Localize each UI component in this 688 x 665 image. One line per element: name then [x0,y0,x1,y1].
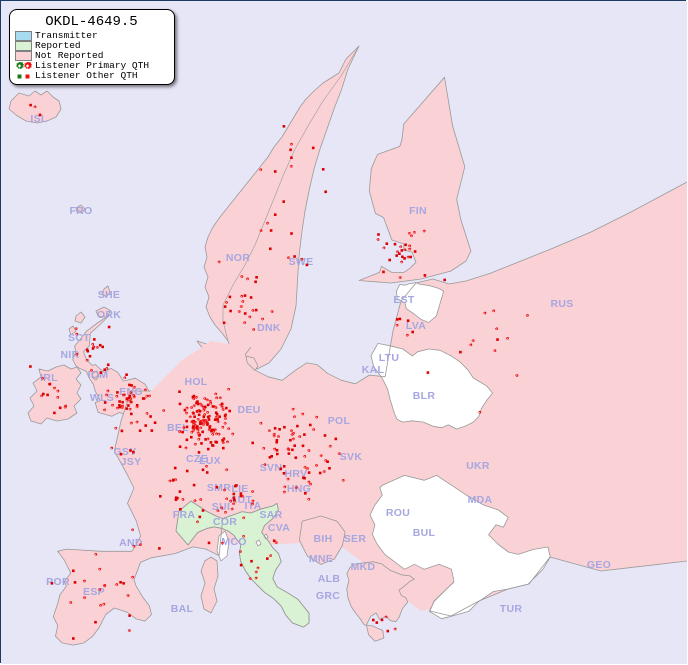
svg-text:SCT: SCT [68,332,90,344]
svg-text:LUX: LUX [199,455,221,467]
svg-text:BUL: BUL [413,527,436,539]
svg-text:COR: COR [213,516,237,528]
svg-text:SVK: SVK [340,451,363,463]
svg-text:MKD: MKD [351,561,376,573]
svg-text:SVN: SVN [260,462,283,474]
svg-text:TUR: TUR [500,603,523,615]
svg-text:ORK: ORK [97,309,121,321]
svg-text:MDA: MDA [468,494,493,506]
svg-text:LTU: LTU [379,352,400,364]
svg-text:CVA: CVA [268,522,290,534]
svg-text:MNE: MNE [309,553,333,565]
svg-text:POL: POL [328,415,351,427]
svg-text:MCO: MCO [221,536,246,548]
svg-text:RUS: RUS [550,298,573,310]
svg-text:BLR: BLR [413,390,436,402]
svg-text:SMR: SMR [207,482,231,494]
svg-text:FRA: FRA [173,509,196,521]
svg-text:KAL: KAL [362,364,385,376]
svg-text:ESP: ESP [83,586,105,598]
svg-text:GEO: GEO [587,559,611,571]
svg-text:FIN: FIN [409,205,427,217]
svg-text:FRO: FRO [69,205,92,217]
svg-text:NOR: NOR [226,252,250,264]
svg-text:UKR: UKR [466,460,490,472]
svg-text:BIH: BIH [314,533,333,545]
svg-text:SAR: SAR [259,509,282,521]
svg-text:EST: EST [393,294,415,306]
svg-text:HNG: HNG [287,483,311,495]
svg-text:WLS: WLS [90,392,114,404]
svg-text:SHE: SHE [98,289,121,301]
svg-text:NIR: NIR [61,349,80,361]
svg-text:DEU: DEU [237,404,260,416]
svg-text:POR: POR [46,576,70,588]
svg-text:GRC: GRC [316,590,340,602]
svg-text:HOL: HOL [184,376,207,388]
svg-text:AND: AND [119,537,143,549]
svg-text:BAL: BAL [171,603,194,615]
svg-text:ALB: ALB [318,573,341,585]
svg-text:JSY: JSY [121,456,142,468]
svg-text:SER: SER [344,533,367,545]
svg-text:DNK: DNK [257,322,281,334]
svg-text:ROU: ROU [386,507,410,519]
svg-text:SWE: SWE [289,256,314,268]
